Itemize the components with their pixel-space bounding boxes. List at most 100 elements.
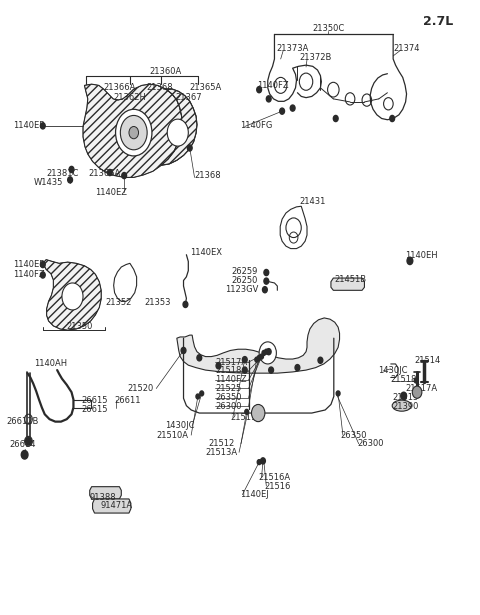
- Circle shape: [187, 145, 192, 151]
- Text: W1435: W1435: [34, 178, 63, 188]
- Text: 21517A: 21517A: [215, 357, 247, 367]
- Circle shape: [259, 342, 276, 364]
- Polygon shape: [93, 499, 131, 513]
- Text: 21511B: 21511B: [230, 413, 263, 422]
- Text: 91388: 91388: [90, 493, 116, 502]
- Text: 21350: 21350: [67, 322, 93, 331]
- Circle shape: [295, 365, 300, 371]
- Circle shape: [242, 367, 247, 373]
- Polygon shape: [280, 206, 307, 248]
- Text: 26350: 26350: [340, 430, 367, 440]
- Text: 26614: 26614: [9, 440, 36, 450]
- Text: 1140FG: 1140FG: [240, 121, 272, 130]
- Text: 21515: 21515: [392, 393, 419, 402]
- Text: 1140EZ: 1140EZ: [96, 188, 128, 197]
- Text: 1140EX: 1140EX: [190, 248, 222, 257]
- Circle shape: [196, 394, 200, 399]
- Circle shape: [242, 357, 247, 363]
- Circle shape: [108, 170, 112, 175]
- Circle shape: [40, 272, 45, 278]
- Text: 21513A: 21513A: [205, 448, 238, 457]
- Polygon shape: [83, 84, 181, 177]
- Text: 21373A: 21373A: [276, 44, 308, 53]
- Circle shape: [167, 119, 188, 146]
- Text: 21372B: 21372B: [300, 54, 332, 62]
- Circle shape: [40, 261, 45, 268]
- Circle shape: [264, 349, 268, 354]
- Polygon shape: [331, 278, 364, 290]
- Circle shape: [129, 127, 139, 139]
- Text: 26300: 26300: [215, 402, 241, 411]
- Circle shape: [264, 269, 269, 276]
- Text: 1430JC: 1430JC: [378, 366, 408, 375]
- Polygon shape: [90, 486, 121, 499]
- Circle shape: [269, 367, 274, 373]
- Text: 21510A: 21510A: [157, 430, 189, 440]
- Circle shape: [257, 459, 261, 464]
- Text: 21518: 21518: [391, 375, 417, 384]
- Text: 21525: 21525: [215, 384, 241, 393]
- Text: 1140EJ: 1140EJ: [240, 490, 269, 499]
- Text: 21516: 21516: [265, 482, 291, 491]
- Circle shape: [290, 105, 295, 111]
- Text: 21350C: 21350C: [312, 24, 345, 33]
- Circle shape: [262, 351, 266, 355]
- Circle shape: [25, 438, 31, 445]
- Text: 21366A: 21366A: [104, 83, 136, 92]
- Circle shape: [266, 96, 271, 102]
- Text: 21517A: 21517A: [405, 384, 437, 393]
- Text: 21514: 21514: [415, 356, 441, 365]
- Circle shape: [120, 116, 147, 150]
- Circle shape: [266, 349, 271, 355]
- Circle shape: [40, 123, 45, 129]
- Circle shape: [252, 405, 265, 422]
- Circle shape: [407, 257, 413, 264]
- Circle shape: [255, 357, 259, 362]
- Text: 21518: 21518: [215, 366, 241, 375]
- Circle shape: [24, 437, 32, 446]
- Text: 21367: 21367: [175, 92, 202, 101]
- Polygon shape: [43, 260, 101, 330]
- Text: 26259: 26259: [232, 267, 258, 276]
- Text: 21520: 21520: [128, 384, 154, 393]
- Circle shape: [333, 116, 338, 122]
- Text: 21451B: 21451B: [335, 275, 367, 284]
- Ellipse shape: [392, 400, 411, 411]
- Circle shape: [21, 450, 28, 459]
- Circle shape: [183, 301, 188, 308]
- Polygon shape: [114, 263, 137, 301]
- Text: 91471A: 91471A: [100, 501, 132, 510]
- Text: 26612B: 26612B: [6, 417, 39, 426]
- Circle shape: [260, 354, 264, 359]
- Text: 21516A: 21516A: [258, 473, 290, 482]
- Text: 1140EP: 1140EP: [12, 121, 44, 130]
- Text: 21365A: 21365A: [88, 169, 120, 178]
- Circle shape: [414, 378, 418, 383]
- Circle shape: [68, 177, 72, 183]
- Text: 21360A: 21360A: [150, 67, 182, 76]
- Circle shape: [116, 109, 152, 156]
- Text: 26350: 26350: [215, 393, 241, 402]
- Polygon shape: [177, 318, 339, 373]
- Circle shape: [245, 410, 249, 415]
- Text: 21365A: 21365A: [190, 83, 222, 92]
- Text: 21353: 21353: [144, 298, 171, 307]
- Circle shape: [261, 458, 265, 464]
- Text: 1140EH: 1140EH: [405, 251, 438, 260]
- Text: 1140AH: 1140AH: [34, 359, 67, 368]
- Text: 21374: 21374: [393, 44, 420, 53]
- Text: 1123GV: 1123GV: [225, 285, 258, 293]
- Circle shape: [257, 355, 261, 360]
- Text: 26611: 26611: [115, 396, 141, 405]
- Text: 1140FZ: 1140FZ: [257, 81, 288, 90]
- Text: 21512: 21512: [208, 439, 235, 448]
- Text: 26300: 26300: [357, 439, 384, 448]
- Circle shape: [216, 363, 221, 369]
- Text: 21381C: 21381C: [46, 169, 79, 178]
- Text: 1140FZ: 1140FZ: [12, 271, 44, 279]
- Circle shape: [200, 391, 204, 396]
- Text: 2.7L: 2.7L: [423, 15, 453, 28]
- Circle shape: [401, 392, 407, 400]
- Circle shape: [122, 172, 127, 178]
- Circle shape: [263, 287, 267, 293]
